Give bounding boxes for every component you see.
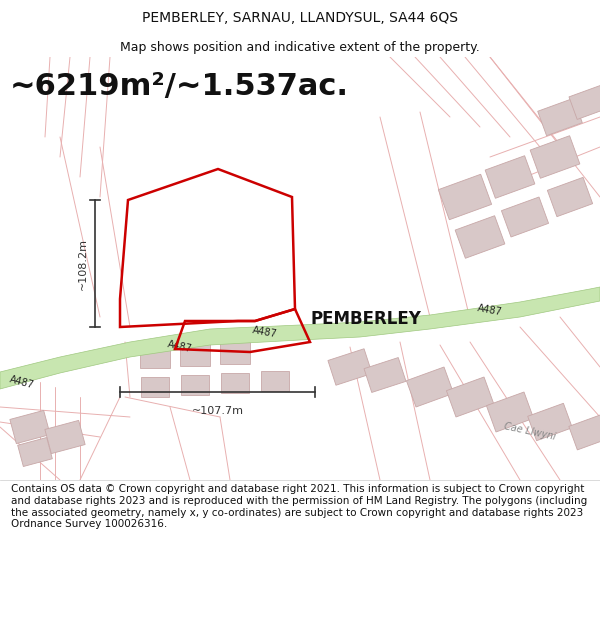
Polygon shape: [502, 197, 548, 237]
Polygon shape: [140, 346, 170, 368]
Text: Cae Llwyni: Cae Llwyni: [503, 422, 557, 442]
Polygon shape: [221, 373, 249, 393]
Polygon shape: [446, 377, 494, 417]
Polygon shape: [439, 174, 491, 220]
Polygon shape: [569, 414, 600, 450]
Polygon shape: [547, 177, 593, 217]
Polygon shape: [328, 349, 372, 385]
Polygon shape: [261, 371, 289, 391]
Text: ~6219m²/~1.537ac.: ~6219m²/~1.537ac.: [10, 72, 349, 101]
Polygon shape: [538, 98, 583, 136]
Text: Map shows position and indicative extent of the property.: Map shows position and indicative extent…: [120, 41, 480, 54]
Text: Contains OS data © Crown copyright and database right 2021. This information is : Contains OS data © Crown copyright and d…: [11, 484, 587, 529]
Polygon shape: [45, 421, 85, 454]
Text: A487: A487: [8, 374, 35, 390]
Polygon shape: [17, 438, 52, 466]
Text: ~108.2m: ~108.2m: [78, 238, 88, 289]
Polygon shape: [406, 367, 454, 407]
Text: PEMBERLEY: PEMBERLEY: [310, 310, 421, 328]
Polygon shape: [0, 287, 600, 389]
Text: ~107.7m: ~107.7m: [191, 406, 244, 416]
Polygon shape: [487, 392, 533, 432]
Polygon shape: [485, 156, 535, 198]
Polygon shape: [220, 342, 250, 364]
Polygon shape: [364, 357, 406, 392]
Text: PEMBERLEY, SARNAU, LLANDYSUL, SA44 6QS: PEMBERLEY, SARNAU, LLANDYSUL, SA44 6QS: [142, 11, 458, 26]
Polygon shape: [10, 411, 50, 444]
Polygon shape: [530, 136, 580, 178]
Text: A487: A487: [477, 303, 503, 317]
Polygon shape: [180, 344, 210, 366]
Polygon shape: [569, 84, 600, 119]
Text: A487: A487: [167, 339, 193, 354]
Polygon shape: [141, 377, 169, 397]
Text: A487: A487: [252, 325, 278, 339]
Polygon shape: [527, 403, 572, 441]
Polygon shape: [455, 216, 505, 258]
Polygon shape: [181, 375, 209, 395]
